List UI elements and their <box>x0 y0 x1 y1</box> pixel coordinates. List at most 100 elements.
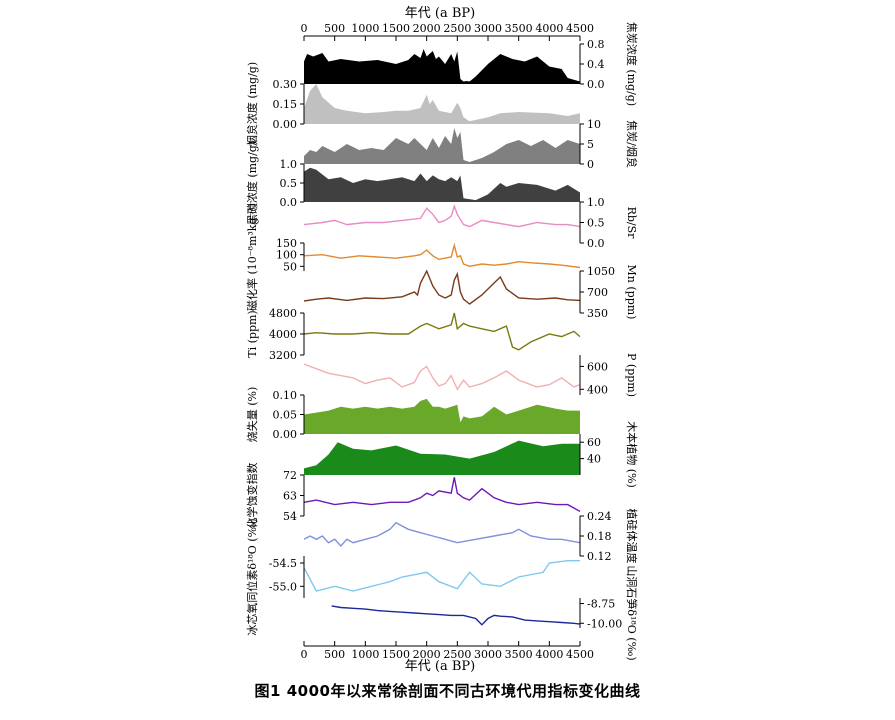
y-tick-label: 100 <box>276 249 297 262</box>
y-tick-label: 3200 <box>269 349 297 362</box>
y-tick-label: 350 <box>587 307 608 320</box>
top-tick-label: 4500 <box>566 22 594 35</box>
panel-ti: 3200 4000 4800 Ti (ppm) <box>246 307 581 362</box>
panel-soot_conc: 0.00 0.15 0.30 烟炱浓度 (mg/g) <box>245 62 580 146</box>
bottom-tick-label: 1500 <box>382 648 410 661</box>
figure-caption: 图1 4000年以来常徐剖面不同古环境代用指标变化曲线 <box>254 682 641 700</box>
series-soot_conc <box>304 84 580 124</box>
panel-label-char_soot_ratio: 焦炭/烟炱 <box>625 120 639 168</box>
y-tick-label: 0.5 <box>587 217 605 230</box>
series-ti <box>303 312 581 351</box>
panel-label-phyto_temp: 植硅体温度 <box>625 509 639 564</box>
panel-label-ice_d18o: 冰芯氧同位素δ¹⁸O (‰) <box>245 518 259 635</box>
series-rbsr <box>303 203 581 228</box>
bottom-tick-label: 1000 <box>351 648 379 661</box>
bottom-tick-label: 3500 <box>505 648 533 661</box>
panel-char_soot_ratio: 0 5 10 焦炭/烟炱 <box>304 118 639 171</box>
panel-label-loi: 烧失量 (%) <box>246 387 259 443</box>
y-tick-label: 0.0 <box>587 78 605 91</box>
series-mn <box>303 269 581 305</box>
y-tick-label: 4800 <box>269 307 297 320</box>
series-cia <box>303 477 581 513</box>
panel-phyto_temp: 0.12 0.18 0.24 植硅体温度 <box>303 509 639 564</box>
series-char_soot_ratio <box>304 128 580 164</box>
panel-mn: 350 700 1050 Mn (ppm) <box>303 265 638 320</box>
y-tick-label: 0.24 <box>587 510 612 523</box>
panel-label-char_conc: 焦炭浓度 (mg/g) <box>625 22 639 106</box>
top-tick-label: 4000 <box>535 22 563 35</box>
panel-bc_conc: 0.0 0.5 1.0 黑碳浓度 (mg/g) <box>245 141 580 225</box>
panel-label-ti: Ti (ppm) <box>246 310 259 357</box>
y-tick-label: 1.0 <box>587 196 605 209</box>
y-tick-label: 0.8 <box>587 38 605 51</box>
y-tick-label: 0.12 <box>587 550 612 563</box>
panel-label-mn: Mn (ppm) <box>625 265 638 320</box>
y-tick-label: 72 <box>283 469 297 482</box>
top-tick-label: 2500 <box>443 22 471 35</box>
y-tick-label: 54 <box>283 510 297 523</box>
panel-label-cave_d18o: 山洞石笋δ¹⁸O (‰) <box>625 565 639 660</box>
panel-p: 400 600 P (ppm) <box>303 353 638 397</box>
y-tick-label: 4000 <box>269 328 297 341</box>
top-tick-label: 0 <box>301 22 308 35</box>
bottom-tick-label: 4000 <box>535 648 563 661</box>
y-tick-label: 5 <box>587 138 594 151</box>
series-bc_conc <box>304 167 580 202</box>
bottom-tick-label: 0 <box>301 648 308 661</box>
top-tick-label: 1500 <box>382 22 410 35</box>
top-tick-label: 3500 <box>505 22 533 35</box>
y-tick-label: 0.4 <box>587 58 605 71</box>
panel-label-rbsr: Rb/Sr <box>625 207 638 240</box>
series-arboreal <box>304 440 580 475</box>
bottom-tick-label: 2500 <box>443 648 471 661</box>
y-tick-label: 0.05 <box>273 409 298 422</box>
y-tick-label: 1050 <box>587 265 615 278</box>
bottom-tick-label: 4500 <box>566 648 594 661</box>
panel-label-p: P (ppm) <box>625 353 638 397</box>
series-phyto_temp <box>303 521 581 548</box>
series-ice_d18o <box>303 560 580 592</box>
y-tick-label: -54.5 <box>269 557 297 570</box>
panel-char_conc: 0.0 0.4 0.8 焦炭浓度 (mg/g) <box>304 22 639 106</box>
y-tick-label: 0.00 <box>273 428 298 441</box>
bottom-tick-label: 3000 <box>474 648 502 661</box>
top-tick-label: 1000 <box>351 22 379 35</box>
y-tick-label: -55.0 <box>269 580 297 593</box>
top-tick-label: 500 <box>324 22 345 35</box>
series-loi <box>304 398 580 434</box>
series-magsus <box>303 242 581 269</box>
y-tick-label: -8.75 <box>587 598 615 611</box>
panel-ice_d18o: -55.0 -54.5 冰芯氧同位素δ¹⁸O (‰) <box>245 518 580 636</box>
y-tick-label: 63 <box>283 490 297 503</box>
panel-rbsr: 0.0 0.5 1.0 Rb/Sr <box>303 196 638 250</box>
y-tick-label: 0.10 <box>273 389 298 402</box>
top-x-axis: 0 500 1000 1500 2000 2500 3000 3500 4000 4500 <box>301 22 594 41</box>
y-tick-label: 0.0 <box>280 196 298 209</box>
panel-arboreal: 40 60 木本植物 (%) <box>304 421 639 488</box>
y-tick-label: 700 <box>587 286 608 299</box>
y-tick-label: -10.00 <box>587 617 622 630</box>
panel-label-magsus: 磁化率 (10⁻⁸m³kg⁻¹) <box>245 203 259 311</box>
y-tick-label: 0.00 <box>273 118 298 131</box>
y-tick-label: 0 <box>587 158 594 171</box>
y-tick-label: 0.18 <box>587 530 612 543</box>
series-p <box>303 363 581 391</box>
panel-label-bc_conc: 黑碳浓度 (mg/g) <box>245 141 259 225</box>
y-tick-label: 10 <box>587 118 601 131</box>
y-tick-label: 0.30 <box>273 78 298 91</box>
y-tick-label: 60 <box>587 436 601 449</box>
panel-cave_d18o: -8.75 -10.00 山洞石笋δ¹⁸O (‰) <box>331 565 639 661</box>
bottom-x-axis-label: 年代 (a BP) <box>405 659 475 674</box>
panel-label-arboreal: 木本植物 (%) <box>625 421 639 488</box>
top-tick-label: 3000 <box>474 22 502 35</box>
panel-label-soot_conc: 烟炱浓度 (mg/g) <box>245 62 259 146</box>
y-tick-label: 400 <box>587 383 608 396</box>
y-tick-label: 0.0 <box>587 237 605 250</box>
series-char_conc <box>304 49 580 84</box>
y-tick-label: 150 <box>276 237 297 250</box>
series-cave_d18o <box>331 605 581 626</box>
panel-loi: 0.00 0.05 0.10 烧失量 (%) <box>246 387 580 443</box>
y-tick-label: 600 <box>587 360 608 373</box>
